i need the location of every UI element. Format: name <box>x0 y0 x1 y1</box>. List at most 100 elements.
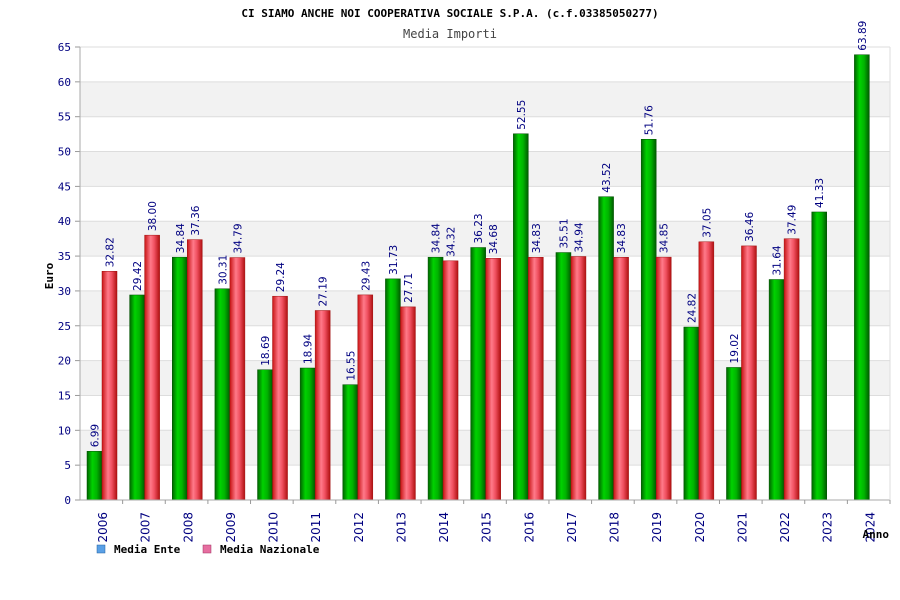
data-label-media-nazionale: 37.05 <box>701 208 713 238</box>
bar-media-nazionale <box>357 294 374 501</box>
axes: 0 5 10 15 20 25 30 35 40 45 50 55 60 65 2006 2007 2008 20… <box>58 41 891 543</box>
bar-media-nazionale <box>400 306 416 501</box>
y-axis-label: Euro <box>43 262 56 289</box>
x-tick-label: 2006 <box>96 512 110 543</box>
bar-media-ente <box>598 196 614 501</box>
y-tick-label: 10 <box>58 424 71 437</box>
bar-media-nazionale <box>485 258 501 501</box>
x-tick-label: 2022 <box>778 512 792 543</box>
grid-band <box>80 47 890 82</box>
bar-media-ente <box>299 367 316 501</box>
x-tick-label: 2007 <box>139 512 153 543</box>
data-label-media-nazionale: 37.36 <box>190 205 202 235</box>
data-label-media-nazionale: 34.79 <box>232 223 244 253</box>
bar-media-nazionale <box>655 256 672 501</box>
x-tick-label: 2013 <box>394 512 408 543</box>
bar-media-ente <box>513 133 529 501</box>
y-tick-label: 20 <box>58 355 71 368</box>
x-tick-label: 2009 <box>224 512 238 543</box>
data-label-media-nazionale: 34.68 <box>488 224 500 254</box>
data-label-media-ente: 18.94 <box>303 334 315 364</box>
bar-media-nazionale <box>144 234 160 501</box>
x-tick-label: 2024 <box>863 512 877 543</box>
bar-media-ente <box>683 326 700 501</box>
data-label-media-ente: 6.99 <box>90 424 102 447</box>
data-label-media-ente: 31.73 <box>388 245 400 275</box>
data-label-media-nazionale: 29.24 <box>275 262 287 292</box>
data-label-media-nazionale: 34.85 <box>659 223 671 253</box>
data-label-media-nazionale: 36.46 <box>744 212 756 242</box>
bar-media-ente <box>427 256 444 501</box>
data-label-media-ente: 18.69 <box>260 336 272 366</box>
data-label-media-ente: 36.23 <box>473 213 485 243</box>
bar-media-ente <box>129 294 145 501</box>
data-label-media-ente: 52.55 <box>516 100 528 130</box>
legend-label-media-nazionale: Media Nazionale <box>220 543 320 556</box>
data-label-media-ente: 34.84 <box>431 223 443 253</box>
y-tick-label: 55 <box>58 111 71 124</box>
data-label-media-ente: 30.31 <box>217 255 229 285</box>
x-tick-label: 2019 <box>650 512 664 543</box>
grid-band <box>80 186 890 222</box>
y-tick-label: 5 <box>64 459 71 472</box>
x-tick-label: 2015 <box>480 512 494 543</box>
data-label-media-nazionale: 29.43 <box>360 261 372 291</box>
data-label-media-ente: 24.82 <box>686 293 698 323</box>
y-tick-label: 35 <box>58 250 71 263</box>
bar-media-ente <box>342 384 359 501</box>
legend: Media Ente Media Nazionale <box>96 543 320 556</box>
data-label-media-nazionale: 32.82 <box>105 237 117 267</box>
bar-media-nazionale <box>101 271 118 501</box>
x-tick-label: 2012 <box>352 512 366 543</box>
bar-media-ente <box>555 252 572 501</box>
x-tick-label: 2014 <box>437 512 451 543</box>
data-label-media-ente: 34.84 <box>175 223 187 253</box>
data-label-media-nazionale: 34.94 <box>573 222 585 252</box>
bar-media-nazionale <box>783 238 800 501</box>
bar-media-nazionale <box>229 257 246 501</box>
data-label-media-nazionale: 34.83 <box>531 223 543 253</box>
bar-media-ente <box>854 54 870 501</box>
bar-media-nazionale <box>698 241 715 501</box>
bar-media-nazionale <box>314 310 331 501</box>
y-tick-label: 50 <box>58 146 71 159</box>
data-label-media-nazionale: 27.71 <box>403 273 415 303</box>
bar-media-nazionale <box>570 256 587 501</box>
data-label-media-ente: 29.42 <box>132 261 144 291</box>
grid-band <box>80 151 890 187</box>
legend-swatch-media-nazionale <box>202 544 212 554</box>
y-tick-label: 15 <box>58 389 71 402</box>
bar-media-ente <box>172 256 188 501</box>
data-label-media-ente: 31.64 <box>772 245 784 275</box>
bars <box>86 54 870 501</box>
chart-subtitle: Media Importi <box>403 27 497 41</box>
data-label-media-ente: 63.89 <box>857 21 869 51</box>
x-tick-label: 2021 <box>735 512 749 543</box>
data-label-media-ente: 35.51 <box>558 218 570 248</box>
y-tick-label: 65 <box>58 41 71 54</box>
y-tick-label: 40 <box>58 215 71 228</box>
y-tick-label: 60 <box>58 76 71 89</box>
x-tick-label: 2018 <box>608 512 622 543</box>
data-label-media-ente: 19.02 <box>729 333 741 363</box>
data-label-media-ente: 51.76 <box>644 105 656 135</box>
bar-media-nazionale <box>741 245 757 501</box>
y-tick-label: 25 <box>58 320 71 333</box>
grid-band <box>80 81 890 117</box>
data-labels: 6.9932.8229.4238.0034.8437.3630.3134.791… <box>90 21 869 448</box>
data-label-media-ente: 16.55 <box>345 351 357 381</box>
x-tick-label: 2016 <box>522 512 536 543</box>
data-label-media-nazionale: 37.49 <box>787 205 799 235</box>
bar-media-nazionale <box>272 295 288 501</box>
y-tick-label: 30 <box>58 285 71 298</box>
bar-media-ente <box>726 367 742 501</box>
bar-media-ente <box>768 279 785 501</box>
y-tick-label: 45 <box>58 180 71 193</box>
x-tick-label: 2011 <box>309 512 323 543</box>
bar-media-ente <box>640 139 657 501</box>
data-label-media-ente: 41.33 <box>814 178 826 208</box>
legend-swatch-media-ente <box>96 544 106 554</box>
x-tick-label: 2023 <box>821 512 835 543</box>
bar-media-nazionale <box>187 239 203 501</box>
